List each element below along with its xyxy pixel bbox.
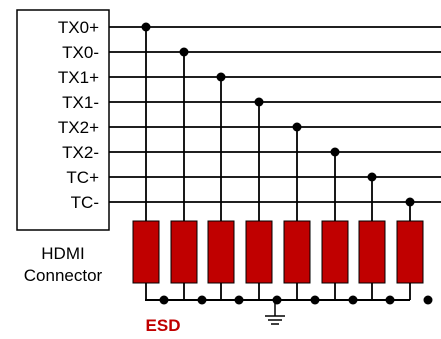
esd-device-3 (207, 220, 235, 284)
esd-device-7 (358, 220, 386, 284)
connector-caption-line1: HDMI (41, 244, 84, 263)
pin-label-8: TC- (71, 193, 99, 212)
esd-devices (132, 220, 424, 284)
pin-label-5: TX2+ (58, 118, 99, 137)
pin-label-1: TX0+ (58, 18, 99, 37)
pin-label-6: TX2- (62, 143, 99, 162)
signal-lines (109, 22, 441, 305)
esd-label: ESD (146, 316, 181, 335)
hdmi-connector-box (16, 9, 110, 231)
esd-device-2 (170, 220, 198, 284)
pin-label-7: TC+ (66, 168, 99, 187)
pin-labels: TX0+ TX0- TX1+ TX1- TX2+ TX2- TC+ TC- (58, 18, 99, 212)
connector-caption-line2: Connector (24, 266, 103, 285)
ground-icon (265, 300, 285, 325)
esd-device-5 (283, 220, 311, 284)
pin-label-2: TX0- (62, 43, 99, 62)
esd-device-8 (396, 220, 424, 284)
esd-device-1 (132, 220, 160, 284)
bus-dot-8 (423, 295, 433, 305)
pin-label-4: TX1- (62, 93, 99, 112)
esd-device-6 (321, 220, 349, 284)
pin-label-3: TX1+ (58, 68, 99, 87)
esd-device-4 (245, 220, 273, 284)
